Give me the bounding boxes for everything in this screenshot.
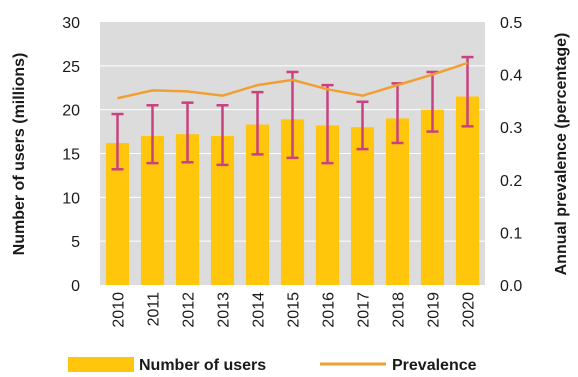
y2-tick-label: 0.1 [500, 225, 522, 242]
y2-tick-label: 0.3 [500, 120, 522, 137]
bar-2010 [105, 142, 130, 285]
bar-2014 [245, 124, 270, 285]
y-tick-label: 25 [62, 59, 80, 76]
x-tick-label-2012: 2012 [181, 292, 198, 328]
bar-2019 [420, 109, 445, 286]
y-axis-right-title: Annual prevalence (percentage) [553, 33, 570, 276]
x-tick-label-2017: 2017 [356, 292, 373, 328]
x-tick-label-2020: 2020 [461, 292, 478, 328]
x-tick-label-2016: 2016 [321, 292, 338, 328]
y-tick-label: 20 [62, 103, 80, 120]
y-tick-label: 0 [71, 278, 80, 295]
bar-2017 [350, 127, 375, 285]
x-tick-label-2014: 2014 [251, 292, 268, 328]
legend-label-prevalence: Prevalence [392, 357, 477, 374]
x-tick-label-2013: 2013 [216, 292, 233, 328]
x-tick-label-2019: 2019 [426, 292, 443, 328]
legend: Number of users Prevalence [68, 357, 477, 374]
y-tick-label: 5 [71, 234, 80, 251]
x-tick-label-2015: 2015 [286, 292, 303, 328]
error-bars [111, 55, 474, 171]
y2-tick-label: 0.0 [500, 278, 522, 295]
y-tick-label: 30 [62, 15, 80, 32]
y2-tick-label: 0.4 [500, 68, 522, 85]
x-tick-label-2010: 2010 [111, 292, 128, 328]
legend-swatch-users [68, 357, 134, 372]
prevalence-line [117, 61, 468, 100]
bar-2015 [280, 119, 305, 285]
y-tick-label: 10 [62, 190, 80, 207]
bar-2020 [455, 96, 480, 286]
y2-tick-label: 0.5 [500, 15, 522, 32]
legend-label-users: Number of users [139, 357, 266, 374]
x-tick-label-2018: 2018 [391, 292, 408, 328]
y-axis-right-ticks: 0.0 0.1 0.2 0.3 0.4 0.5 [500, 15, 522, 295]
x-axis-ticks: 2010 2011 2012 2013 2014 2015 2016 2017 2018 2019… [111, 292, 478, 328]
prevalence-line-path [117, 61, 468, 100]
bar-2016 [315, 125, 340, 286]
bar-2013 [210, 135, 235, 285]
bar-2011 [140, 135, 165, 285]
y2-tick-label: 0.2 [500, 173, 522, 190]
bars [105, 96, 480, 286]
y-axis-left-title: Number of users (millions) [11, 53, 28, 256]
bar-2012 [175, 134, 200, 285]
bar-2018 [385, 118, 410, 285]
x-tick-label-2011: 2011 [146, 292, 163, 327]
y-tick-label: 15 [62, 147, 80, 164]
y-axis-left-ticks: 0 5 10 15 20 25 30 [62, 15, 80, 295]
